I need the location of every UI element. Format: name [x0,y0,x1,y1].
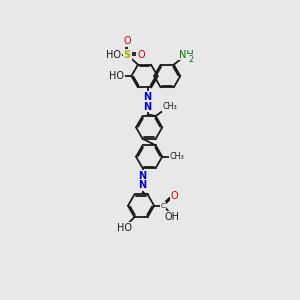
Text: HO: HO [106,50,121,60]
Text: S: S [124,50,131,60]
Text: N: N [139,180,147,190]
Text: O: O [137,50,145,60]
Text: N: N [143,92,152,102]
Text: O: O [170,191,178,201]
Text: 2: 2 [188,55,193,64]
Text: CH₃: CH₃ [162,102,177,111]
Text: N: N [143,102,152,112]
Text: N: N [139,171,147,181]
Text: OH: OH [164,212,179,221]
Text: HO: HO [117,223,132,233]
Text: CH₃: CH₃ [169,152,184,161]
Text: O: O [123,36,131,46]
Text: C: C [161,203,166,209]
Text: HO: HO [109,71,124,81]
Text: NH: NH [179,50,194,60]
